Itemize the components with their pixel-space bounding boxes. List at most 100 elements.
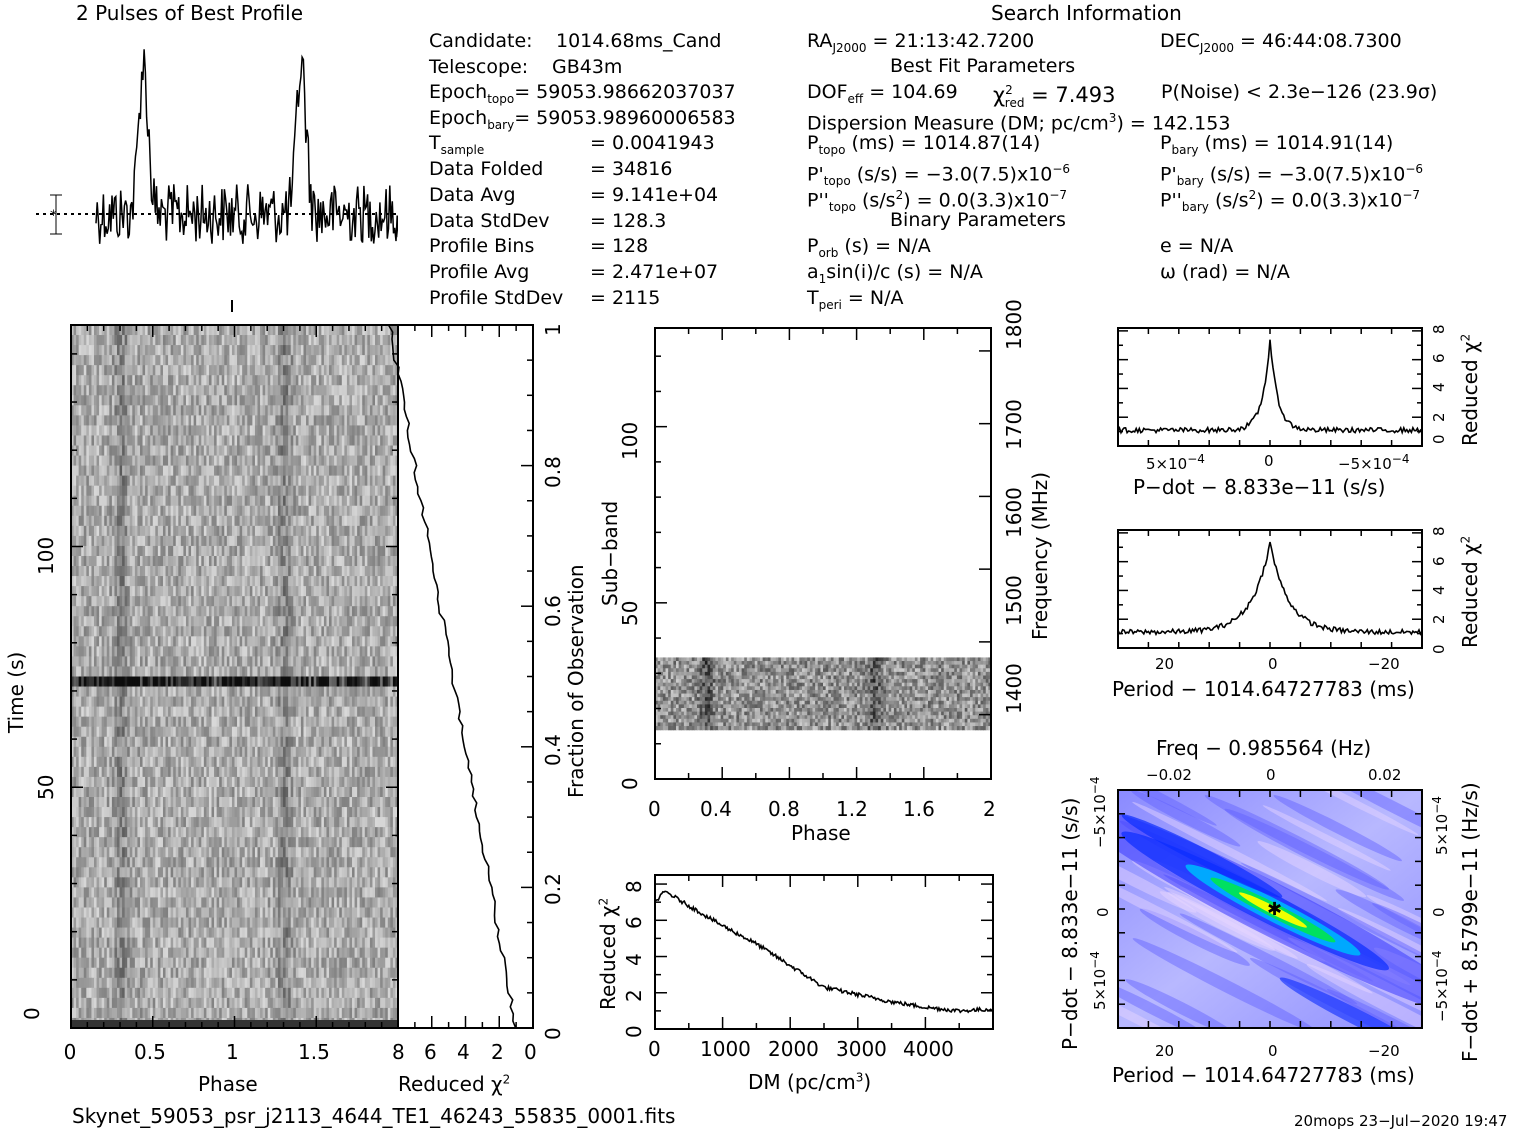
ppdot-ylabel: P−dot − 8.833e−11 (s/s) <box>1058 797 1082 1050</box>
tsample-value: = 0.0041943 <box>590 132 715 154</box>
sb-freq-2: 1600 <box>1002 487 1026 538</box>
epoch-topo: Epochtopo= 59053.98662037037 <box>429 81 736 106</box>
binary-title: Binary Parameters <box>890 209 1066 231</box>
pdot-ytick-2: 4 <box>1430 382 1448 392</box>
sb-freq-4: 1800 <box>1002 299 1026 350</box>
ppdot-right-tick-2: −5×10−4 <box>1430 950 1451 1022</box>
footer-stamp: 20mops 23−Jul−2020 19:47 <box>1294 1112 1508 1130</box>
profile-avg-value: = 2.471e+07 <box>590 261 719 283</box>
p-noise: P(Noise) < 2.3e−126 (23.9σ) <box>1161 81 1438 103</box>
pdot-ytick-1: 2 <box>1430 412 1448 422</box>
per-ytick-3: 6 <box>1430 556 1448 566</box>
ppdot-top-label: Freq − 0.985564 (Hz) <box>1156 736 1372 760</box>
telescope-label: Telescope: <box>429 56 529 78</box>
ct-xtick-2: 4 <box>457 1040 470 1064</box>
pdot-xlabel: P−dot − 8.833e−11 (s/s) <box>1133 475 1386 499</box>
pdot-ylabel: Reduced χ2 <box>1458 333 1482 446</box>
telescope-value: GB43m <box>552 56 623 78</box>
per-ylabel: Reduced χ2 <box>1458 535 1482 648</box>
ppdot-best-marker: ✱ <box>1267 899 1282 920</box>
ppdot-right-tick-0: 5×10−4 <box>1430 796 1451 855</box>
sb-ylabel: Sub−band <box>598 500 622 606</box>
per-xtick-0: 20 <box>1155 655 1175 673</box>
sb-freq-3: 1700 <box>1002 399 1026 450</box>
ppdot-left-tick-0: −5×10−4 <box>1088 776 1109 848</box>
dm-xlabel: DM (pc/cm3) <box>748 1070 872 1094</box>
profile-bins-value: = 128 <box>590 235 649 257</box>
svg-text:*: * <box>50 208 57 224</box>
sb-freq-0: 1400 <box>1002 663 1026 714</box>
chi-time-line <box>387 324 517 1029</box>
tp-ytick-1: 50 <box>34 774 58 800</box>
tp-ytick-0: 0 <box>20 1007 44 1020</box>
dm-ylabel: Reduced χ2 <box>596 897 620 1010</box>
ct-ytick-5: 1 <box>541 323 565 336</box>
ct-ytick-1: 0.2 <box>541 873 565 905</box>
dec: DECJ2000 = 46:44:08.7300 <box>1160 30 1402 55</box>
omega: ω (rad) = N/A <box>1160 261 1290 283</box>
ct-ytick-3: 0.6 <box>541 595 565 627</box>
ct-ytick-2: 0.4 <box>541 734 565 766</box>
ppdot-top-tick-0: −0.02 <box>1146 766 1192 784</box>
per-ytick-1: 2 <box>1430 614 1448 624</box>
tp-xtick-0: 0 <box>63 1040 77 1064</box>
chi-red: χ2red = 7.493 <box>993 83 1116 111</box>
per-ytick-4: 8 <box>1430 526 1448 536</box>
pdot-xtick-mid: 0 <box>1264 452 1274 470</box>
ppdot-top-tick-1: 0 <box>1266 766 1276 784</box>
dm-xtick-1: 1000 <box>700 1037 751 1061</box>
dm-ytick-2: 4 <box>622 953 646 966</box>
sb-freq-1: 1500 <box>1002 575 1026 626</box>
porb: Porb (s) = N/A <box>807 235 931 260</box>
pdot-xtick-right: −5×10−4 <box>1338 452 1410 473</box>
dm-ytick-3: 6 <box>622 916 646 929</box>
ppdot-left-tick-1: 0 <box>1094 907 1112 917</box>
ppdot-top-tick-2: 0.02 <box>1368 766 1402 784</box>
sb-xtick-2: 0.8 <box>768 797 800 821</box>
pdot-xtick-left: 5×10−4 <box>1146 452 1205 473</box>
dm-ytick-0: 0 <box>622 1025 646 1038</box>
profile-std-value: = 2115 <box>590 287 661 309</box>
ppdot-xtick-2: −20 <box>1368 1042 1400 1060</box>
dm-plot <box>654 874 994 1030</box>
ct-xlabel: Reduced χ2 <box>398 1072 511 1096</box>
dm-xtick-4: 4000 <box>903 1037 954 1061</box>
sb-ytick-0: 0 <box>618 777 642 790</box>
ppdot-xtick-1: 0 <box>1268 1042 1278 1060</box>
pdot-ytick-0: 0 <box>1430 434 1448 444</box>
dof: DOFeff = 104.69 <box>807 81 958 106</box>
per-ytick-0: 0 <box>1430 644 1448 654</box>
ecc: e = N/A <box>1160 235 1234 257</box>
per-xlabel: Period − 1014.64727783 (ms) <box>1112 677 1415 701</box>
data-std-label: Data StdDev <box>429 210 550 232</box>
pdot-topo: P'topo (s/s) = −3.0(7.5)x10−6 <box>807 162 1071 189</box>
p-topo: Ptopo (ms) = 1014.87(14) <box>807 132 1041 157</box>
sb-xtick-5: 2 <box>983 797 996 821</box>
p-bary: Pbary (ms) = 1014.91(14) <box>1160 132 1394 157</box>
dm-xtick-2: 2000 <box>768 1037 819 1061</box>
ppdot-right-label: F−dot + 8.5799e−11 (Hz/s) <box>1458 782 1482 1062</box>
ra: RAJ2000 = 21:13:42.7200 <box>807 30 1035 55</box>
ppdot-left-tick-2: 5×10−4 <box>1088 951 1109 1010</box>
ppdot-xlabel: Period − 1014.64727783 (ms) <box>1112 1063 1415 1087</box>
pddot-topo: P''topo (s/s2) = 0.0(3.3)x10−7 <box>807 188 1068 215</box>
pdot-line <box>1117 339 1423 436</box>
data-avg-value: = 9.141e+04 <box>590 184 719 206</box>
ct-ylabel: Fraction of Observation <box>564 564 588 798</box>
footer-filename: Skynet_59053_psr_j2113_4644_TE1_46243_55… <box>72 1104 676 1128</box>
pdot-plot <box>1117 327 1423 447</box>
dm-line: Dispersion Measure (DM; pc/cm3) = 142.15… <box>807 111 1231 135</box>
period-line <box>1117 541 1423 637</box>
data-folded-value: = 34816 <box>590 158 673 180</box>
sb-xlabel: Phase <box>791 821 851 845</box>
time-phase-plot <box>70 300 534 1029</box>
a1sini: a1sin(i)/c (s) = N/A <box>807 261 983 286</box>
pdot-ytick-4: 8 <box>1430 324 1448 334</box>
pddot-bary: P''bary (s/s2) = 0.0(3.3)x10−7 <box>1160 188 1421 215</box>
period-plot <box>1117 529 1423 649</box>
pdot-ytick-3: 6 <box>1430 353 1448 363</box>
ct-xtick-1: 6 <box>424 1040 437 1064</box>
profile-std-label: Profile StdDev <box>429 287 564 309</box>
pdot-bary: P'bary (s/s) = −3.0(7.5)x10−6 <box>1160 162 1424 189</box>
data-folded-label: Data Folded <box>429 158 544 180</box>
